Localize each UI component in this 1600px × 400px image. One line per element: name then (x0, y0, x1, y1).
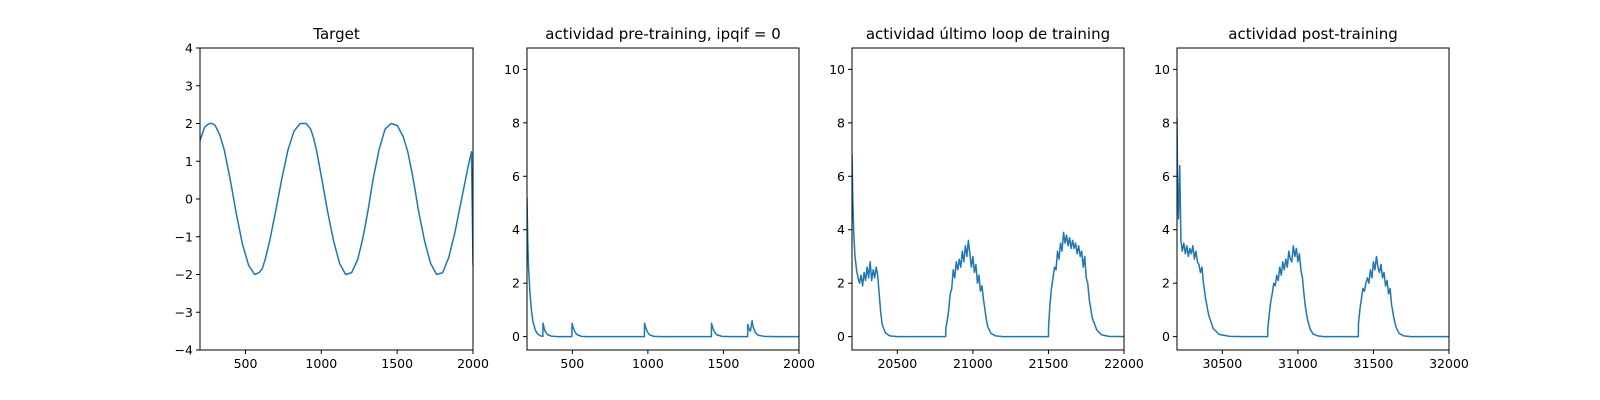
x-tick-label: 2000 (783, 356, 815, 371)
y-tick-label: −4 (175, 343, 193, 358)
x-tick-label: 1000 (632, 356, 664, 371)
y-tick-label: −3 (175, 305, 193, 320)
x-tick-label: 31500 (1354, 356, 1394, 371)
y-tick-label: 8 (837, 115, 845, 130)
y-tick-label: 0 (1162, 329, 1170, 344)
x-tick-label: 1500 (381, 356, 413, 371)
x-tick-label: 1500 (708, 356, 740, 371)
plot-frame (851, 47, 1125, 351)
x-tick-label: 500 (560, 356, 584, 371)
y-tick-label: 2 (512, 276, 520, 291)
x-tick-label: 20500 (877, 356, 917, 371)
x-tick-label: 21500 (1029, 356, 1069, 371)
series-line (527, 197, 799, 338)
y-tick-label: 10 (1154, 62, 1170, 77)
subplot-3: 20500 21000 21500 22000 0 2 4 6 8 10 actividad últ… (829, 25, 1144, 371)
plot-frame (526, 47, 800, 351)
y-tick-label: 0 (185, 192, 193, 207)
y-tick-label: 8 (1162, 115, 1170, 130)
series-line (852, 154, 1124, 338)
x-tick-label: 32000 (1429, 356, 1469, 371)
y-tick-label: 6 (512, 169, 520, 184)
chart-title: actividad último loop de training (866, 25, 1110, 43)
plot-frame (199, 47, 474, 351)
subplot-2: 500 1000 1500 2000 0 2 4 6 8 10 actividad pre-trai… (504, 25, 815, 371)
y-tick-label: 4 (185, 41, 193, 56)
y-tick-label: 0 (512, 329, 520, 344)
subplot-1: 500 1000 1500 2000 −4 −3 −2 −1 0 1 2 3 4 Target (175, 25, 489, 371)
y-tick-label: 4 (837, 222, 845, 237)
subplot-4: 30500 31000 31500 32000 0 2 4 6 8 10 actividad pos… (1154, 25, 1469, 371)
y-tick-label: 6 (837, 169, 845, 184)
y-tick-label: −1 (175, 229, 193, 244)
y-tick-label: −2 (175, 267, 193, 282)
chart-title: Target (312, 25, 360, 43)
y-tick-label: 4 (1162, 222, 1170, 237)
x-tick-label: 30500 (1202, 356, 1242, 371)
y-tick-label: 10 (504, 62, 520, 77)
y-tick-label: 8 (512, 115, 520, 130)
chart-title: actividad pre-training, ipqif = 0 (545, 25, 781, 43)
x-tick-label: 22000 (1104, 356, 1144, 371)
x-tick-label: 21000 (953, 356, 993, 371)
y-tick-label: 2 (837, 276, 845, 291)
x-tick-label: 31000 (1278, 356, 1318, 371)
y-tick-label: 0 (837, 329, 845, 344)
x-tick-label: 500 (234, 356, 258, 371)
plot-frame (1176, 47, 1450, 351)
series-line (200, 122, 473, 276)
y-tick-label: 3 (185, 78, 193, 93)
y-tick-label: 10 (829, 62, 845, 77)
y-tick-label: 6 (1162, 169, 1170, 184)
x-tick-label: 2000 (457, 356, 489, 371)
series-line (1177, 117, 1449, 338)
x-tick-label: 1000 (305, 356, 337, 371)
y-tick-label: 2 (1162, 276, 1170, 291)
y-tick-label: 2 (185, 116, 193, 131)
chart-title: actividad post-training (1228, 25, 1397, 43)
y-tick-label: 1 (185, 154, 193, 169)
y-tick-label: 4 (512, 222, 520, 237)
